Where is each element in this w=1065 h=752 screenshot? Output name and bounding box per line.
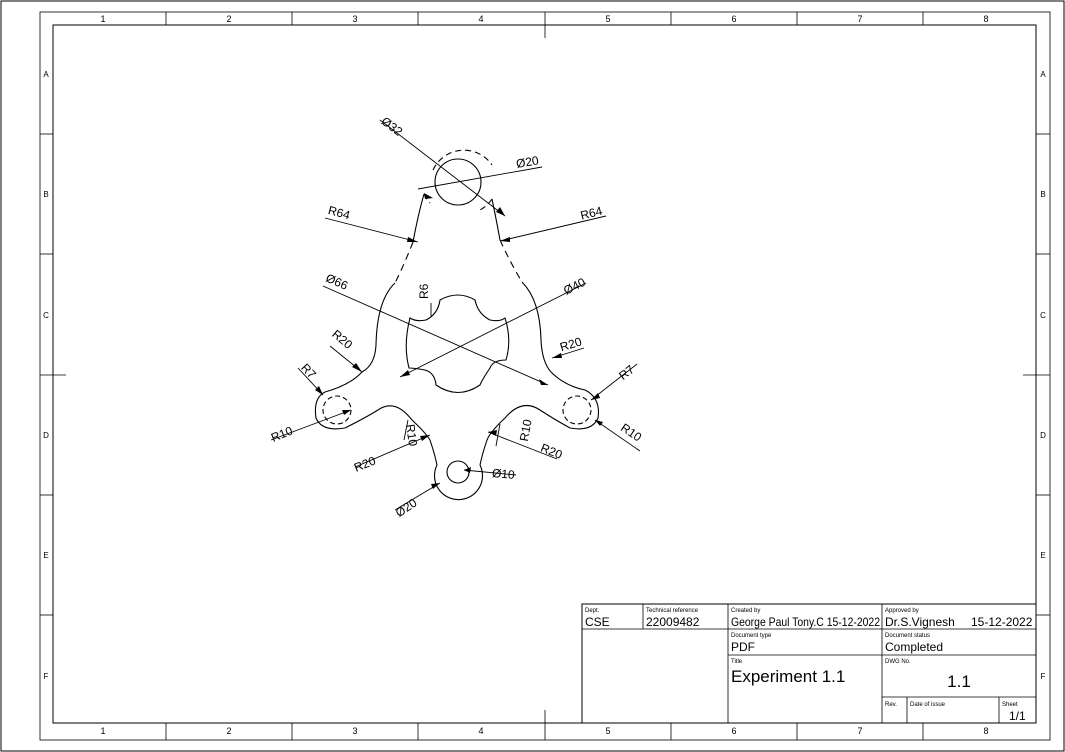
zone-col-bottom: 8 (983, 726, 988, 736)
zone-col-top: 1 (100, 14, 105, 24)
left-r10-bump (344, 405, 431, 441)
zone-row-left: F (44, 672, 49, 681)
zone-row-left: D (43, 431, 49, 440)
dim-label: R10 (269, 423, 295, 444)
part-geometry (314, 149, 600, 501)
title-label: Title (731, 659, 743, 665)
techref-label: Technical reference (646, 608, 699, 614)
created-label: Created by (731, 608, 760, 614)
dim-label: Ø10 (491, 466, 515, 482)
sheet-value: 1/1 (1009, 709, 1026, 723)
left-flank (412, 193, 425, 243)
zone-col-bottom: 4 (478, 726, 483, 736)
created-value: George Paul Tony.C 15-12-2022 (731, 615, 880, 629)
zone-column-labels: 1 2 3 4 5 6 7 8 1 2 3 4 5 6 7 8 (100, 14, 988, 736)
zone-col-top: 8 (983, 14, 988, 24)
right-r10-bump (486, 404, 571, 441)
zone-row-left: C (43, 311, 49, 320)
zone-row-labels: A B C D E F A B C D E F (43, 70, 1046, 681)
dim-label: R10 (618, 420, 644, 444)
zone-col-bottom: 5 (605, 726, 610, 736)
dim-label: R6 (417, 283, 431, 299)
dim-label: Ø32 (379, 114, 406, 139)
zone-row-right: B (1040, 190, 1045, 199)
central-cutout (405, 294, 510, 394)
top-boss-arc (432, 149, 493, 171)
zone-row-left: B (43, 190, 48, 199)
dimension-arrows (315, 193, 603, 489)
approved-label: Approved by (885, 608, 919, 614)
zone-col-bottom: 7 (857, 726, 862, 736)
dim-label: R10 (517, 418, 535, 442)
dept-value: CSE (585, 615, 610, 629)
zone-row-right: E (1040, 551, 1045, 560)
zone-row-right: F (1041, 672, 1046, 681)
dimension-leaders (270, 119, 641, 511)
dwgno-label: DWG No. (885, 659, 911, 665)
zone-col-top: 3 (352, 14, 357, 24)
right-lobe-outline (550, 371, 600, 430)
rev-label: Rev. (885, 702, 897, 708)
right-flank (491, 198, 501, 241)
drawing-border (52, 24, 1037, 724)
zone-col-bottom: 2 (226, 726, 231, 736)
dim-label: R7 (298, 361, 319, 382)
right-lower-flank (521, 281, 552, 373)
bottom-hole (446, 460, 470, 484)
dim-label: Ø40 (561, 275, 588, 298)
docstatus-value: Completed (885, 640, 943, 654)
bottom-boss (433, 464, 484, 501)
dwgno-value: 1.1 (947, 672, 971, 691)
left-lower-flank (361, 282, 396, 373)
zone-ticks (40, 12, 1050, 740)
zone-row-left: E (43, 551, 48, 560)
dim-label: R20 (352, 453, 378, 474)
sheet-label: Sheet (1002, 702, 1018, 708)
dim-label: Ø20 (515, 153, 540, 171)
zone-col-top: 4 (478, 14, 483, 24)
zone-row-right: D (1040, 431, 1046, 440)
issue-label: Date of issue (910, 702, 946, 708)
approved-value: Dr.S.Vignesh (885, 615, 955, 629)
doctype-value: PDF (731, 640, 755, 654)
dim-label: R10 (403, 423, 420, 447)
zone-row-left: A (43, 70, 49, 79)
dim-label: R20 (539, 441, 565, 462)
left-lobe-outline (314, 371, 363, 430)
zone-col-bottom: 1 (100, 726, 105, 736)
doctype-label: Document type (731, 633, 772, 639)
zone-col-bottom: 6 (731, 726, 736, 736)
zone-row-right: A (1040, 70, 1046, 79)
techref-value: 22009482 (646, 615, 700, 629)
docstatus-label: Document status (885, 633, 930, 639)
zone-col-bottom: 3 (352, 726, 357, 736)
zone-row-right: C (1040, 311, 1046, 320)
dimension-labels: Ø32 Ø20 R64 R64 Ø66 R6 Ø40 R20 R20 R7 R7… (269, 114, 644, 520)
approved-date: 15-12-2022 (971, 615, 1033, 629)
dim-label: R7 (616, 362, 637, 383)
title-block: Dept. CSE Technical reference 22009482 C… (581, 603, 1037, 724)
zone-col-top: 7 (857, 14, 862, 24)
dim-label: R64 (327, 203, 352, 222)
top-hole (434, 158, 482, 206)
right-hole (562, 395, 592, 425)
zone-col-top: 5 (605, 14, 610, 24)
zone-col-top: 6 (731, 14, 736, 24)
dim-label: R64 (579, 204, 604, 223)
dim-label: Ø20 (393, 496, 420, 520)
zone-col-top: 2 (226, 14, 231, 24)
title-value: Experiment 1.1 (731, 667, 845, 686)
dept-label: Dept. (585, 608, 600, 614)
dim-label: Ø66 (324, 271, 351, 293)
dim-label: R20 (558, 334, 583, 354)
left-to-bottom (429, 439, 438, 466)
